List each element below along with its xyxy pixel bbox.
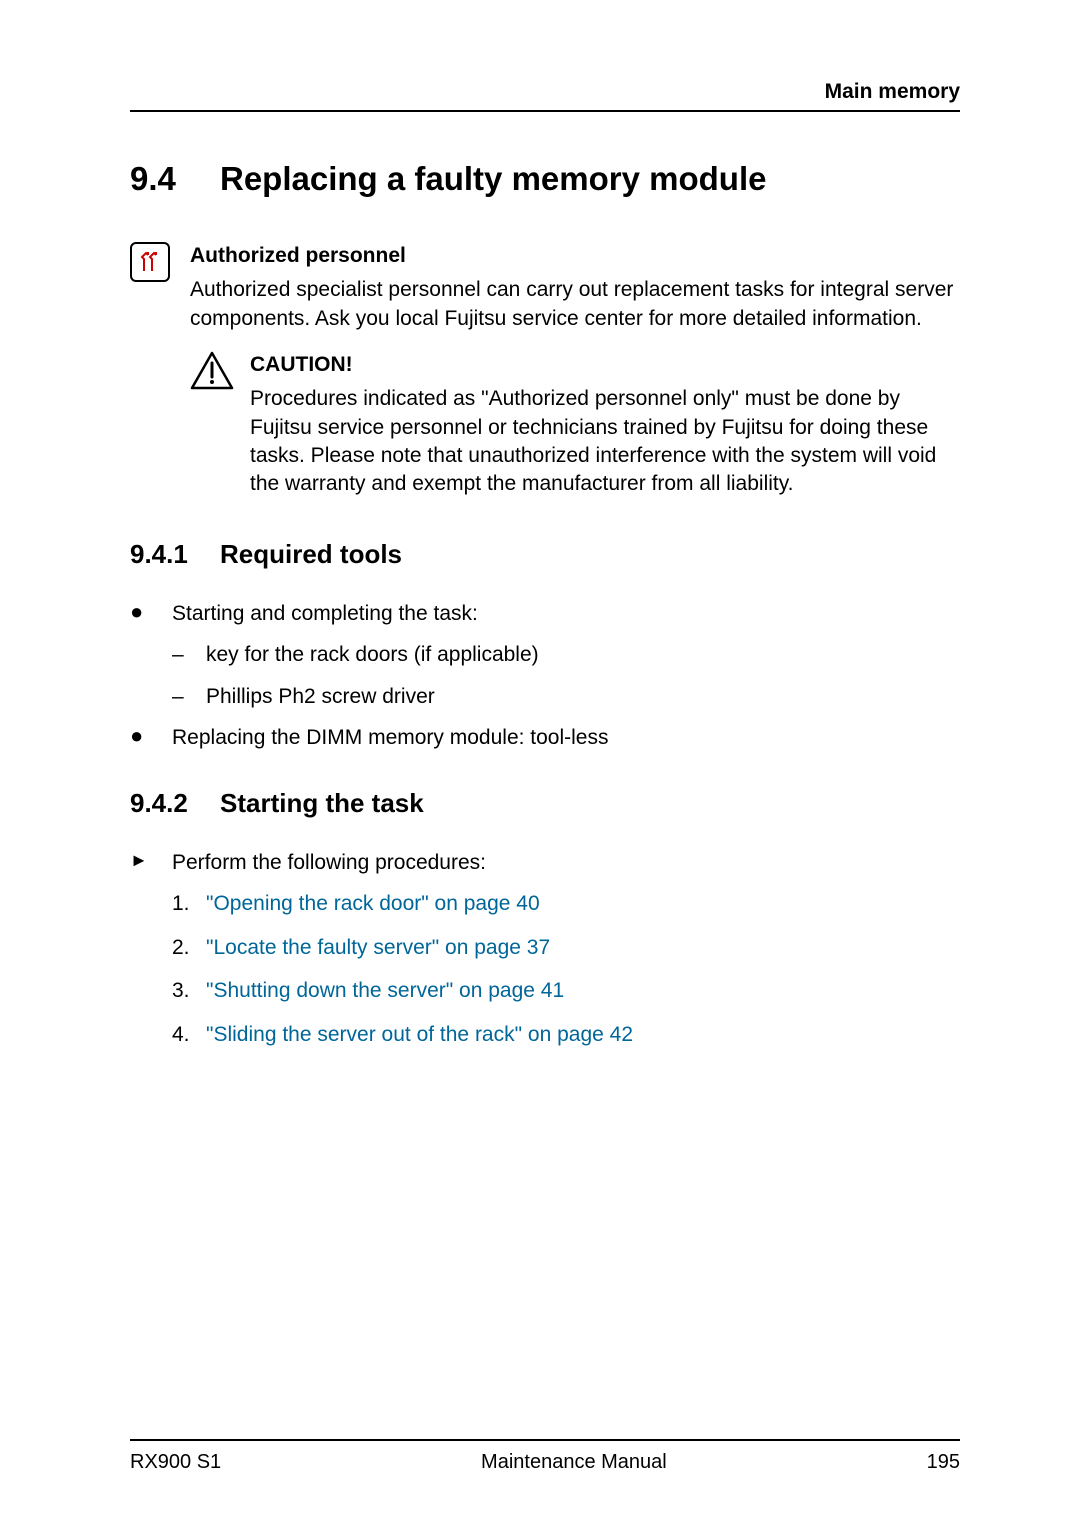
caution-note: CAUTION! Procedures indicated as "Author… (190, 351, 960, 499)
subsection-2-number: 9.4.2 (130, 788, 220, 819)
list-item: ● Starting and completing the task: (130, 598, 960, 630)
subsection-1-heading: 9.4.1 Required tools (130, 539, 960, 570)
subsection-2-heading: 9.4.2 Starting the task (130, 788, 960, 819)
procedure-link[interactable]: "Locate the faulty server" on page 37 (206, 932, 960, 964)
note-title: Authorized personnel (190, 242, 960, 270)
procedure-link[interactable]: "Sliding the server out of the rack" on … (206, 1019, 960, 1051)
page-footer: RX900 S1 Maintenance Manual 195 (130, 1439, 960, 1474)
list-item: ● Replacing the DIMM memory module: tool… (130, 722, 960, 754)
list-item: ► Perform the following procedures: (130, 847, 960, 879)
list-item: – Phillips Ph2 screw driver (172, 681, 960, 713)
footer-center: Maintenance Manual (481, 1451, 667, 1474)
section-heading: 9.4 Replacing a faulty memory module (130, 160, 960, 198)
subsection-1-title: Required tools (220, 539, 402, 570)
list-item: – key for the rack doors (if applicable) (172, 639, 960, 671)
chapter-title: Main memory (130, 80, 960, 104)
note-body-text: Authorized specialist personnel can carr… (190, 276, 960, 333)
authorized-personnel-note: Authorized personnel Authorized speciali… (130, 242, 960, 333)
caution-title: CAUTION! (250, 351, 960, 379)
list-item: 1. "Opening the rack door" on page 40 (172, 888, 960, 920)
required-tools-list: ● Starting and completing the task: – ke… (130, 598, 960, 754)
footer-left: RX900 S1 (130, 1451, 221, 1474)
subsection-2-title: Starting the task (220, 788, 424, 819)
list-item: 4. "Sliding the server out of the rack" … (172, 1019, 960, 1051)
procedure-link[interactable]: "Shutting down the server" on page 41 (206, 975, 960, 1007)
caution-body-text: Procedures indicated as "Authorized pers… (250, 385, 960, 498)
list-item: 2. "Locate the faulty server" on page 37 (172, 932, 960, 964)
starting-task-list: ► Perform the following procedures: 1. "… (130, 847, 960, 1051)
section-title: Replacing a faulty memory module (220, 160, 766, 198)
section-number: 9.4 (130, 160, 220, 198)
footer-right: 195 (927, 1451, 960, 1474)
list-item: 3. "Shutting down the server" on page 41 (172, 975, 960, 1007)
subsection-1-number: 9.4.1 (130, 539, 220, 570)
personnel-icon (130, 242, 170, 282)
procedure-link[interactable]: "Opening the rack door" on page 40 (206, 888, 960, 920)
page-header: Main memory (130, 80, 960, 112)
caution-icon (190, 351, 234, 391)
